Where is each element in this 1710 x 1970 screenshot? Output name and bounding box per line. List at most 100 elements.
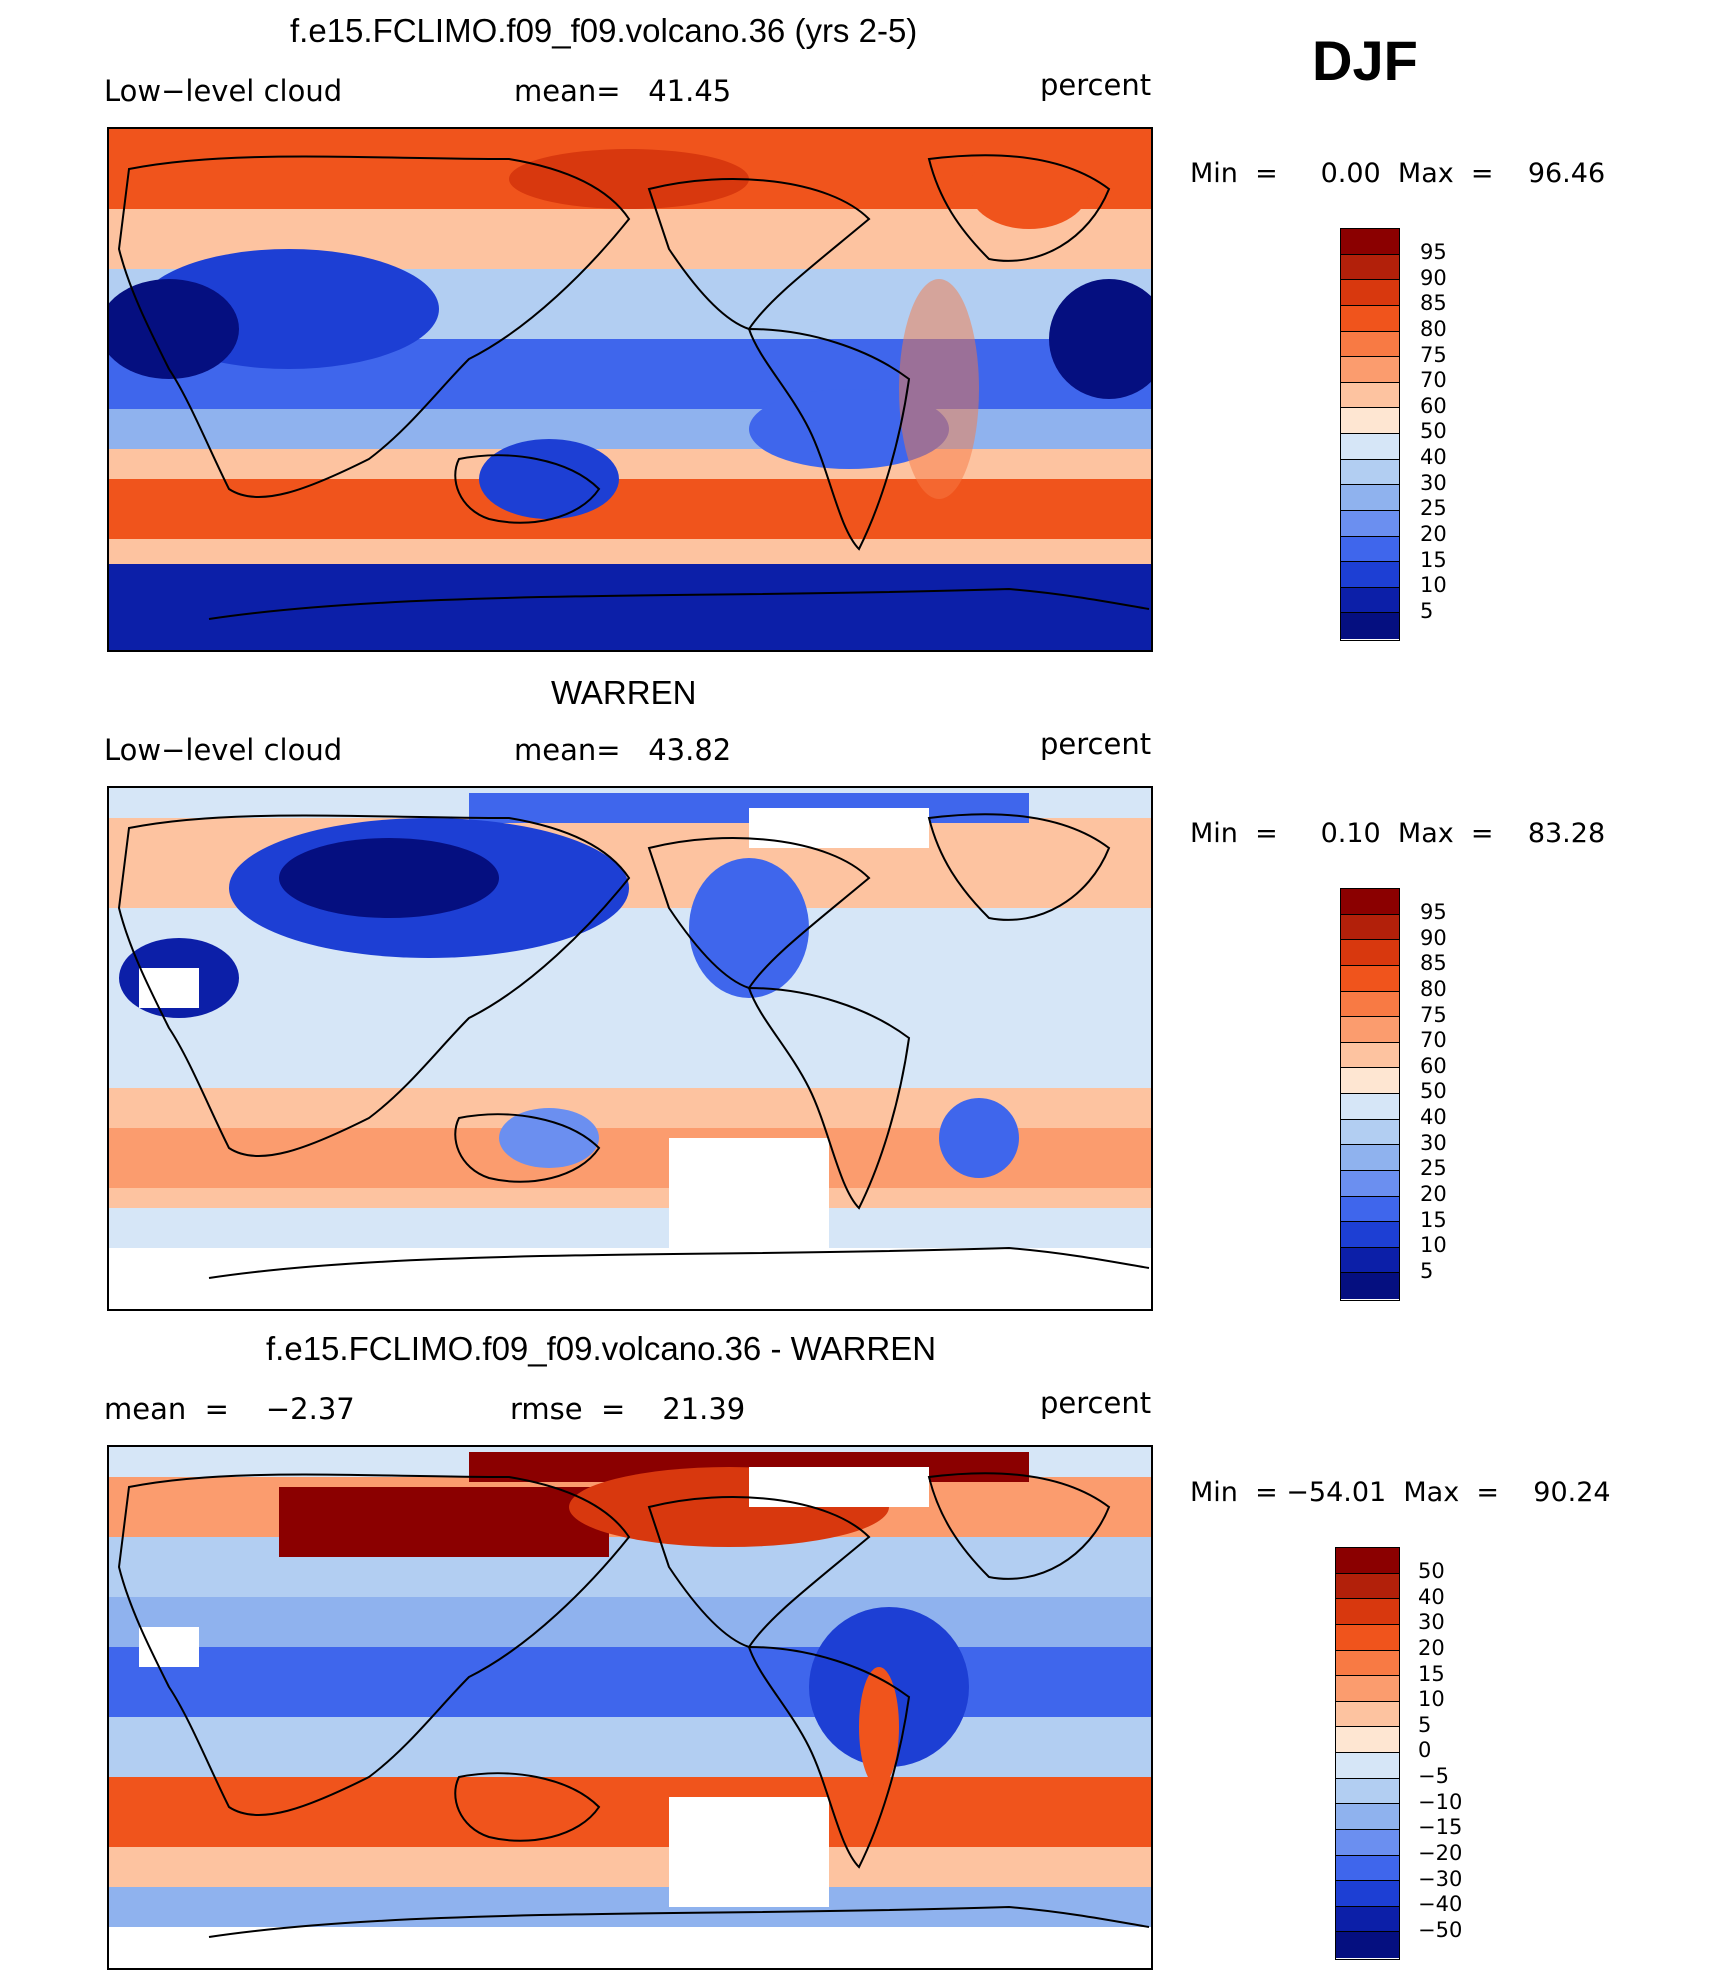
colorbar-swatch (1341, 1145, 1399, 1171)
colorbar-tick-label: 10 (1420, 1233, 1447, 1258)
colorbar-tick-label: 50 (1418, 1559, 1445, 1583)
colorbar-tick-label: −10 (1418, 1789, 1463, 1814)
colorbar-swatch (1341, 1273, 1399, 1299)
colorbar-tick-label: 15 (1420, 1207, 1447, 1232)
panel-1-units-label: percent (1040, 68, 1152, 102)
colorbar-swatch (1341, 254, 1399, 281)
colorbar-swatch (1341, 305, 1399, 332)
colorbar-swatch (1341, 408, 1399, 434)
colorbar-tick-label: 85 (1420, 951, 1447, 976)
colorbar-tick-label: 10 (1420, 573, 1447, 598)
colorbar-swatch (1341, 889, 1399, 915)
panel-3-units-label: percent (1040, 1386, 1152, 1420)
colorbar-swatch (1341, 991, 1399, 1018)
colorbar-swatch (1341, 280, 1399, 306)
colorbar-tick-label: 15 (1420, 547, 1447, 572)
panel-1-colorbar (1340, 228, 1400, 641)
colorbar-swatch (1341, 940, 1399, 966)
colorbar-tick-label: −5 (1418, 1764, 1449, 1788)
panel-1-variable-label: Low−level cloud (104, 74, 343, 108)
panel-3-minmax: Min = −54.01 Max = 90.24 (1190, 1477, 1611, 1508)
panel-3-map (107, 1445, 1153, 1970)
colorbar-tick-label: 5 (1420, 598, 1434, 623)
colorbar-tick-label: 50 (1420, 419, 1447, 444)
colorbar-tick-label: 30 (1420, 470, 1447, 495)
colorbar-swatch (1341, 434, 1399, 460)
colorbar-tick-label: 20 (1420, 521, 1447, 546)
colorbar-tick-label: 75 (1420, 342, 1447, 367)
colorbar-swatch (1336, 1881, 1399, 1907)
colorbar-tick-label: 15 (1418, 1661, 1445, 1686)
panel-3-map-field (109, 1447, 1151, 1968)
colorbar-tick-label: −20 (1418, 1840, 1463, 1865)
colorbar-swatch (1336, 1650, 1399, 1677)
colorbar-swatch (1341, 1247, 1399, 1274)
colorbar-swatch (1341, 536, 1399, 563)
colorbar-swatch (1341, 510, 1399, 537)
colorbar-tick-label: −15 (1418, 1815, 1463, 1840)
colorbar-swatch (1336, 1624, 1399, 1651)
colorbar-swatch (1341, 1170, 1399, 1197)
colorbar-swatch (1336, 1599, 1399, 1625)
colorbar-tick-label: 30 (1420, 1130, 1447, 1155)
colorbar-swatch (1341, 331, 1399, 358)
panel-3-rmse-label: rmse = 21.39 (510, 1392, 746, 1426)
colorbar-swatch (1341, 1222, 1399, 1248)
colorbar-swatch (1341, 1196, 1399, 1223)
colorbar-swatch (1341, 1094, 1399, 1120)
colorbar-tick-label: −30 (1418, 1866, 1463, 1891)
colorbar-tick-label: −50 (1418, 1917, 1463, 1942)
colorbar-tick-label: 50 (1420, 1079, 1447, 1104)
colorbar-swatch (1341, 459, 1399, 486)
panel-1-mean-label: mean= 41.45 (514, 74, 732, 108)
colorbar-swatch (1336, 1573, 1399, 1600)
colorbar-tick-label: 5 (1420, 1258, 1434, 1283)
panel-2-map (107, 786, 1153, 1311)
panel-2-minmax: Min = 0.10 Max = 83.28 (1190, 818, 1606, 849)
colorbar-tick-label: 60 (1420, 1053, 1447, 1078)
colorbar-swatch (1336, 1855, 1399, 1882)
colorbar-tick-label: 95 (1420, 900, 1447, 924)
colorbar-swatch (1336, 1804, 1399, 1830)
colorbar-swatch (1336, 1701, 1399, 1728)
panel-2-variable-label: Low−level cloud (104, 733, 343, 767)
panel-3-mean-label: mean = −2.37 (104, 1392, 355, 1426)
panel-3-title: f.e15.FCLIMO.f09_f09.volcano.36 - WARREN (266, 1330, 937, 1367)
colorbar-tick-label: 80 (1420, 316, 1447, 341)
colorbar-swatch (1341, 587, 1399, 614)
colorbar-swatch (1336, 1778, 1399, 1805)
colorbar-swatch (1341, 965, 1399, 992)
colorbar-swatch (1341, 914, 1399, 941)
colorbar-tick-label: 85 (1420, 291, 1447, 316)
colorbar-swatch (1336, 1676, 1399, 1702)
colorbar-swatch (1341, 229, 1399, 255)
colorbar-tick-label: 90 (1420, 265, 1447, 290)
colorbar-tick-label: −40 (1418, 1892, 1463, 1917)
colorbar-swatch (1336, 1906, 1399, 1933)
season-label: DJF (1312, 29, 1418, 92)
panel-1-minmax: Min = 0.00 Max = 96.46 (1190, 158, 1606, 189)
colorbar-tick-label: 0 (1418, 1738, 1432, 1763)
colorbar-swatch (1341, 1068, 1399, 1094)
colorbar-tick-label: 20 (1420, 1181, 1447, 1206)
colorbar-swatch (1341, 485, 1399, 511)
panel-1-title: f.e15.FCLIMO.f09_f09.volcano.36 (yrs 2-5… (290, 12, 918, 49)
colorbar-swatch (1341, 613, 1399, 639)
colorbar-tick-label: 90 (1420, 925, 1447, 950)
colorbar-swatch (1341, 562, 1399, 588)
panel-2-map-field (109, 788, 1151, 1309)
panel-3-colorbar (1335, 1547, 1400, 1960)
colorbar-tick-label: 20 (1418, 1635, 1445, 1660)
colorbar-swatch (1341, 1017, 1399, 1043)
colorbar-tick-label: 95 (1420, 240, 1447, 264)
colorbar-swatch (1336, 1753, 1399, 1779)
panel-2-units-label: percent (1040, 727, 1152, 761)
colorbar-tick-label: 60 (1420, 393, 1447, 418)
panel-2-title: WARREN (551, 674, 697, 711)
colorbar-tick-label: 80 (1420, 976, 1447, 1001)
panel-1-map-field (109, 129, 1151, 650)
panel-2-colorbar (1340, 888, 1400, 1301)
colorbar-swatch (1341, 1042, 1399, 1069)
colorbar-tick-label: 5 (1418, 1712, 1432, 1737)
colorbar-tick-label: 30 (1418, 1610, 1445, 1635)
